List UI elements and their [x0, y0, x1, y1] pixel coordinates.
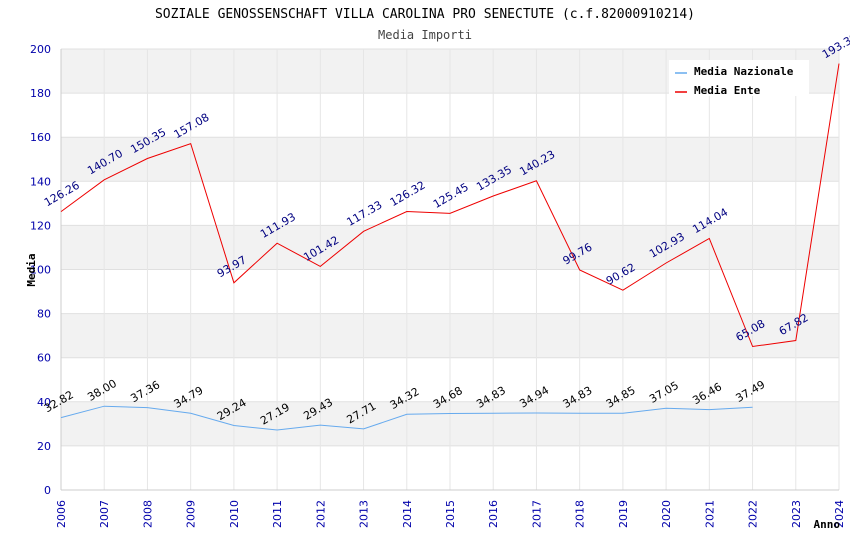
- series-line-media-ente: [60, 63, 840, 348]
- x-tick-label: 2023: [790, 500, 803, 528]
- x-tick-label: 2013: [358, 500, 371, 528]
- x-tick-label: 2019: [617, 500, 630, 528]
- x-tick-labels: 2006 2007 2008 2009 2010 2011 2012 2013 2014 2015…: [55, 500, 846, 528]
- x-tick-label: 2022: [747, 500, 760, 528]
- x-tick-label: 2021: [703, 500, 716, 528]
- x-tick-label: 2009: [185, 500, 198, 528]
- x-tick-label: 2018: [574, 500, 587, 528]
- y-tick-label: 180: [30, 87, 51, 100]
- legend-label-media-ente: Media Ente: [694, 84, 761, 97]
- x-tick-label: 2020: [660, 500, 673, 528]
- series-line-media-nazionale: [60, 405, 753, 431]
- legend: Media Nazionale Media Ente: [669, 60, 809, 97]
- chart-subtitle: Media Importi: [378, 28, 472, 42]
- legend-label-media-nazionale: Media Nazionale: [694, 65, 794, 78]
- y-tick-labels: 0 20 40 60 80 100 120 140 160 180 200: [30, 43, 51, 497]
- y-tick-label: 40: [37, 396, 51, 409]
- y-tick-label: 160: [30, 131, 51, 144]
- series-lines: [60, 63, 840, 431]
- x-tick-label: 2011: [271, 500, 284, 528]
- y-tick-label: 60: [37, 352, 51, 365]
- x-tick-label: 2007: [98, 500, 111, 528]
- y-tick-label: 20: [37, 440, 51, 453]
- x-tick-label: 2010: [228, 500, 241, 528]
- x-tick-label: 2008: [141, 500, 154, 528]
- y-tick-label: 120: [30, 219, 51, 232]
- chart-title: SOZIALE GENOSSENSCHAFT VILLA CAROLINA PR…: [155, 7, 695, 22]
- x-tick-label: 2017: [530, 500, 543, 528]
- y-tick-label: 140: [30, 175, 51, 188]
- x-tick-label: 2006: [55, 500, 68, 528]
- y-axis-label: Media: [25, 253, 38, 286]
- x-tick-label: 2012: [314, 500, 327, 528]
- axes: [60, 49, 839, 491]
- x-tick-label: 2016: [487, 500, 500, 528]
- legend-box: [669, 60, 809, 96]
- y-tick-label: 100: [30, 264, 51, 277]
- x-tick-label: 2015: [444, 500, 457, 528]
- y-tick-label: 80: [37, 308, 51, 321]
- y-tick-label: 0: [44, 484, 51, 497]
- x-axis-label: Anno: [814, 518, 841, 531]
- x-tick-label: 2024: [833, 500, 846, 528]
- y-tick-label: 200: [30, 43, 51, 56]
- x-tick-label: 2014: [401, 500, 414, 528]
